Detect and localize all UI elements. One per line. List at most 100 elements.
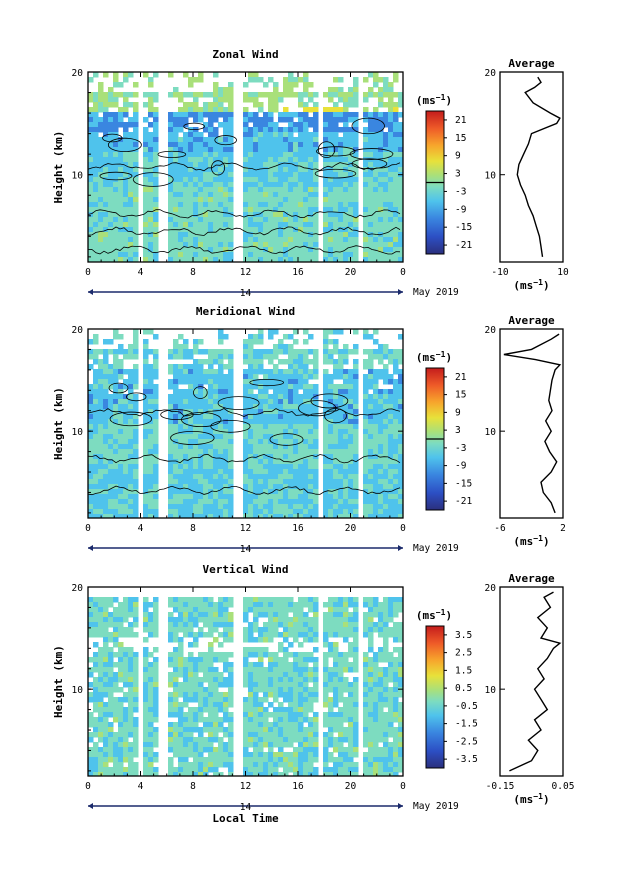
- heatmap-cell: [298, 369, 304, 375]
- heatmap-cell: [103, 107, 109, 113]
- heatmap-cell: [273, 617, 279, 623]
- heatmap-cell: [333, 127, 339, 133]
- heatmap-cell: [153, 404, 159, 410]
- heatmap-cell: [378, 504, 384, 510]
- heatmap-cell: [228, 237, 234, 243]
- heatmap-cell: [303, 602, 309, 608]
- heatmap-cell: [123, 484, 129, 490]
- heatmap-cell: [298, 384, 304, 390]
- heatmap-cell: [308, 212, 314, 218]
- heatmap-cell: [228, 622, 234, 628]
- heatmap-cell: [398, 102, 404, 108]
- heatmap-cell: [373, 414, 379, 420]
- heatmap-cell: [313, 494, 319, 500]
- heatmap-cell: [203, 607, 209, 613]
- heatmap-cell: [123, 489, 129, 495]
- heatmap-cell: [263, 504, 269, 510]
- heatmap-cell: [263, 514, 269, 519]
- heatmap-cell: [143, 157, 149, 163]
- heatmap-cell: [273, 444, 279, 450]
- heatmap-cell: [93, 414, 99, 420]
- heatmap-cell: [108, 662, 114, 668]
- heatmap-cell: [383, 247, 389, 253]
- heatmap-cell: [123, 617, 129, 623]
- heatmap-cell: [333, 632, 339, 638]
- heatmap-cell: [398, 627, 404, 633]
- colorbar-unit: (ms−1): [416, 93, 452, 107]
- heatmap-cell: [308, 197, 314, 203]
- heatmap-cell: [108, 122, 114, 128]
- heatmap-cell: [308, 677, 314, 683]
- heatmap-cell: [123, 137, 129, 143]
- heatmap-cell: [273, 252, 279, 258]
- heatmap-cell: [378, 424, 384, 430]
- heatmap-cell: [213, 369, 219, 375]
- heatmap-cell: [113, 499, 119, 505]
- heatmap-cell: [188, 672, 194, 678]
- heatmap-cell: [243, 162, 249, 168]
- heatmap-cell: [203, 414, 209, 420]
- heatmap-cell: [373, 602, 379, 608]
- heatmap-cell: [348, 667, 354, 673]
- heatmap-cell: [343, 394, 349, 400]
- heatmap-cell: [373, 657, 379, 663]
- heatmap-cell: [338, 672, 344, 678]
- heatmap-cell: [278, 177, 284, 183]
- heatmap-cell: [323, 469, 329, 475]
- heatmap-cell: [108, 369, 114, 375]
- heatmap-cell: [88, 142, 94, 148]
- heatmap-cell: [128, 237, 134, 243]
- heatmap-cell: [338, 247, 344, 253]
- heatmap-cell: [108, 207, 114, 213]
- heatmap-cell: [178, 374, 184, 380]
- heatmap-cell: [198, 247, 204, 253]
- heatmap-cell: [363, 404, 369, 410]
- heatmap-cell: [198, 379, 204, 385]
- heatmap-cell: [98, 142, 104, 148]
- heatmap-cell: [188, 627, 194, 633]
- heatmap-cell: [268, 202, 274, 208]
- heatmap-cell: [223, 227, 229, 233]
- heatmap-cell: [313, 394, 319, 400]
- heatmap-cell: [113, 389, 119, 395]
- heatmap-cell: [328, 414, 334, 420]
- heatmap-cell: [128, 117, 134, 123]
- heatmap-cell: [278, 597, 284, 603]
- heatmap-cell: [223, 147, 229, 153]
- heatmap-cell: [153, 454, 159, 460]
- heatmap-cell: [368, 469, 374, 475]
- heatmap-cell: [128, 672, 134, 678]
- heatmap-cell: [188, 152, 194, 158]
- heatmap-cell: [93, 459, 99, 465]
- heatmap-cell: [278, 489, 284, 495]
- heatmap-cell: [248, 162, 254, 168]
- heatmap-cell: [98, 662, 104, 668]
- heatmap-cell: [313, 257, 319, 263]
- heatmap-cell: [348, 97, 354, 103]
- colorbar-tick-label: -15: [455, 222, 472, 233]
- heatmap-cell: [338, 242, 344, 248]
- heatmap-cell: [128, 627, 134, 633]
- heatmap-cell: [243, 632, 249, 638]
- heatmap-cell: [368, 677, 374, 683]
- heatmap-cell: [168, 404, 174, 410]
- heatmap-cell: [143, 617, 149, 623]
- heatmap-cell: [253, 607, 259, 613]
- heatmap-cell: [133, 652, 139, 658]
- heatmap-cell: [348, 479, 354, 485]
- heatmap-cell: [203, 632, 209, 638]
- heatmap-cell: [203, 212, 209, 218]
- heatmap-cell: [288, 359, 294, 365]
- heatmap-cell: [218, 202, 224, 208]
- heatmap-cell: [223, 677, 229, 683]
- heatmap-cell: [258, 242, 264, 248]
- heatmap-cell: [248, 687, 254, 693]
- heatmap-cell: [298, 509, 304, 515]
- heatmap-cell: [188, 667, 194, 673]
- heatmap-cell: [253, 147, 259, 153]
- heatmap-cell: [243, 182, 249, 188]
- heatmap-cell: [308, 667, 314, 673]
- heatmap-cell: [178, 182, 184, 188]
- heatmap-cell: [253, 489, 259, 495]
- heatmap-cell: [363, 622, 369, 628]
